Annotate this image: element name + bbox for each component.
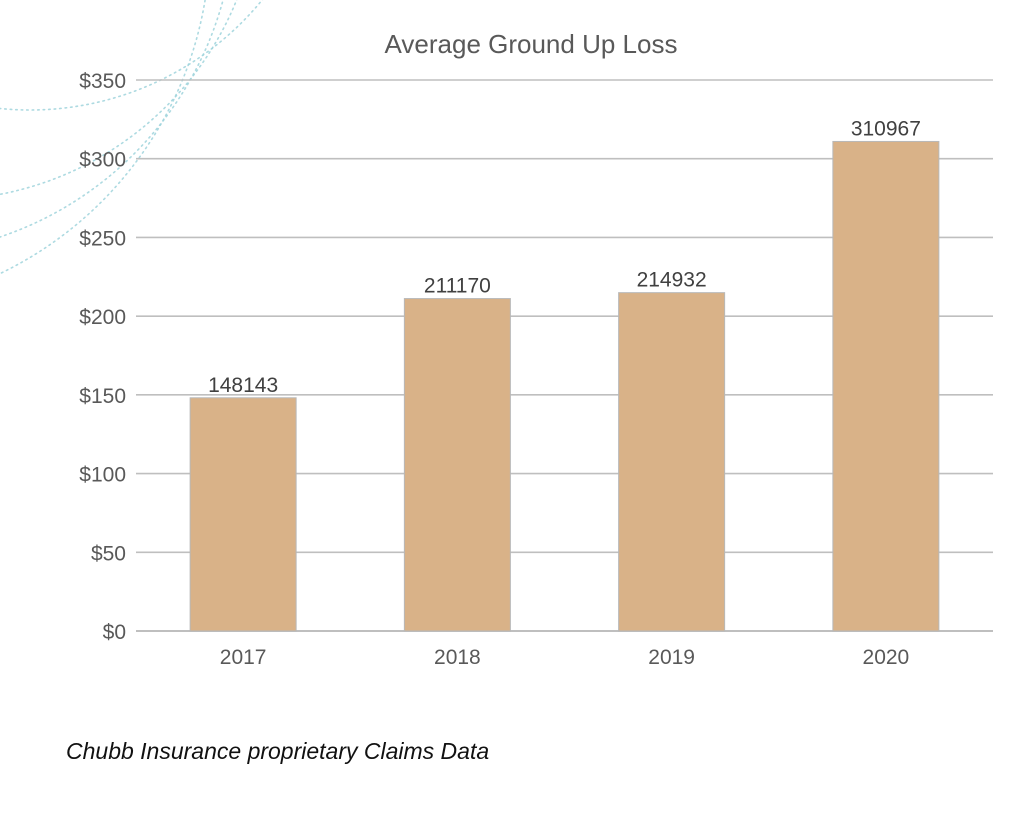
- bar-2020: [832, 140, 940, 632]
- y-axis-tick-labels: $0 $50 $100 $150 $200 $250 $300 $350: [79, 70, 126, 644]
- data-label: 211170: [424, 275, 491, 298]
- y-tick-label: $150: [79, 385, 126, 408]
- y-tick-label: $200: [79, 306, 126, 329]
- data-label: 214932: [637, 269, 707, 292]
- x-tick-label: 2020: [863, 646, 910, 669]
- bar-2018: [403, 298, 511, 632]
- data-label: 148143: [208, 374, 278, 397]
- x-tick-label: 2017: [220, 646, 267, 669]
- bar-2017: [189, 397, 297, 632]
- x-axis-tick-labels: 2017 2018 2019 2020: [220, 646, 909, 669]
- data-label: 310967: [851, 117, 921, 140]
- source-caption: Chubb Insurance proprietary Claims Data: [66, 738, 490, 764]
- y-tick-label: $250: [79, 227, 126, 250]
- bar-2019: [618, 292, 726, 632]
- y-tick-label: $350: [79, 70, 126, 93]
- y-tick-label: $50: [91, 542, 126, 565]
- decorative-arc: [0, 0, 264, 111]
- y-tick-label: $300: [79, 149, 126, 172]
- decorative-arc: [0, 0, 224, 238]
- y-tick-label: $0: [103, 621, 126, 644]
- x-tick-label: 2019: [648, 646, 695, 669]
- x-tick-label: 2018: [434, 646, 481, 669]
- data-labels: 148143 211170 214932 310967: [208, 117, 921, 396]
- chart-title: Average Ground Up Loss: [385, 29, 678, 59]
- decorative-arcs: [0, 0, 264, 275]
- bars: [189, 140, 940, 632]
- y-tick-label: $100: [79, 464, 126, 487]
